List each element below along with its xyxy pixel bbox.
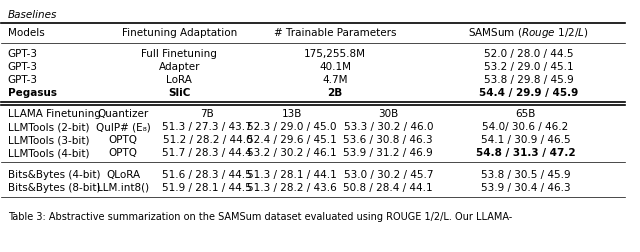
Text: 51.3 / 28.2 / 43.6: 51.3 / 28.2 / 43.6 [246, 183, 337, 193]
Text: 175,255.8M: 175,255.8M [304, 49, 366, 59]
Text: LLMTools (2-bit): LLMTools (2-bit) [8, 122, 89, 132]
Text: GPT-3: GPT-3 [8, 75, 38, 85]
Text: Finetuning Adaptation: Finetuning Adaptation [122, 28, 237, 38]
Text: 53.2 / 30.2 / 46.1: 53.2 / 30.2 / 46.1 [247, 148, 337, 158]
Text: Table 3: Abstractive summarization on the SAMSum dataset evaluated using ROUGE 1: Table 3: Abstractive summarization on th… [8, 212, 512, 222]
Text: 51.2 / 28.2 / 44.0: 51.2 / 28.2 / 44.0 [163, 135, 252, 145]
Text: 54.1 / 30.9 / 46.5: 54.1 / 30.9 / 46.5 [481, 135, 570, 145]
Text: 53.9 / 30.4 / 46.3: 53.9 / 30.4 / 46.3 [481, 183, 570, 193]
Text: 54.4 / 29.9 / 45.9: 54.4 / 29.9 / 45.9 [479, 88, 579, 98]
Text: 52.3 / 29.0 / 45.0: 52.3 / 29.0 / 45.0 [247, 122, 336, 132]
Text: OPTQ: OPTQ [109, 148, 138, 158]
Text: 4.7M: 4.7M [323, 75, 348, 85]
Text: 53.3 / 30.2 / 46.0: 53.3 / 30.2 / 46.0 [344, 122, 433, 132]
Text: 51.3 / 27.3 / 43.7: 51.3 / 27.3 / 43.7 [163, 122, 252, 132]
Text: 13B: 13B [282, 109, 301, 119]
Text: 65B: 65B [515, 109, 536, 119]
Text: 2B: 2B [328, 88, 343, 98]
Text: Models: Models [8, 28, 44, 38]
Text: Pegasus: Pegasus [8, 88, 56, 98]
Text: LLAMA Finetuning: LLAMA Finetuning [8, 109, 100, 119]
Text: Adapter: Adapter [159, 62, 200, 72]
Text: Baselines: Baselines [8, 10, 57, 20]
Text: 50.8 / 28.4 / 44.1: 50.8 / 28.4 / 44.1 [344, 183, 433, 193]
Text: 51.6 / 28.3 / 44.5: 51.6 / 28.3 / 44.5 [163, 170, 252, 180]
Text: LLMTools (3-bit): LLMTools (3-bit) [8, 135, 89, 145]
Text: 51.7 / 28.3 / 44.4: 51.7 / 28.3 / 44.4 [163, 148, 252, 158]
Text: LLMTools (4-bit): LLMTools (4-bit) [8, 148, 89, 158]
Text: 7B: 7B [200, 109, 214, 119]
Text: QuIP# (E₈): QuIP# (E₈) [96, 122, 150, 132]
Text: 54.0/ 30.6 / 46.2: 54.0/ 30.6 / 46.2 [483, 122, 569, 132]
Text: 53.8 / 29.8 / 45.9: 53.8 / 29.8 / 45.9 [484, 75, 573, 85]
Text: Bits&Bytes (8-bit): Bits&Bytes (8-bit) [8, 183, 100, 193]
Text: QLoRA: QLoRA [106, 170, 140, 180]
Text: GPT-3: GPT-3 [8, 62, 38, 72]
Text: Bits&Bytes (4-bit): Bits&Bytes (4-bit) [8, 170, 100, 180]
Text: OPTQ: OPTQ [109, 135, 138, 145]
Text: GPT-3: GPT-3 [8, 49, 38, 59]
Text: 53.6 / 30.8 / 46.3: 53.6 / 30.8 / 46.3 [344, 135, 433, 145]
Text: Full Finetuning: Full Finetuning [141, 49, 217, 59]
Text: # Trainable Parameters: # Trainable Parameters [274, 28, 397, 38]
Text: 53.2 / 29.0 / 45.1: 53.2 / 29.0 / 45.1 [484, 62, 573, 72]
Text: 52.0 / 28.0 / 44.5: 52.0 / 28.0 / 44.5 [484, 49, 573, 59]
Text: Quantizer: Quantizer [97, 109, 148, 119]
Text: 40.1M: 40.1M [319, 62, 351, 72]
Text: 53.9 / 31.2 / 46.9: 53.9 / 31.2 / 46.9 [344, 148, 433, 158]
Text: 52.4 / 29.6 / 45.1: 52.4 / 29.6 / 45.1 [246, 135, 337, 145]
Text: 51.3 / 28.1 / 44.1: 51.3 / 28.1 / 44.1 [246, 170, 337, 180]
Text: LLM.int8(): LLM.int8() [97, 183, 149, 193]
Text: 54.8 / 31.3 / 47.2: 54.8 / 31.3 / 47.2 [476, 148, 575, 158]
Text: 51.9 / 28.1 / 44.5: 51.9 / 28.1 / 44.5 [163, 183, 252, 193]
Text: SAMSum ($\it{Rouge\ 1/2/L}$): SAMSum ($\it{Rouge\ 1/2/L}$) [468, 26, 589, 40]
Text: 53.0 / 30.2 / 45.7: 53.0 / 30.2 / 45.7 [344, 170, 433, 180]
Text: SliC: SliC [168, 88, 191, 98]
Text: 53.8 / 30.5 / 45.9: 53.8 / 30.5 / 45.9 [481, 170, 570, 180]
Text: LoRA: LoRA [166, 75, 192, 85]
Text: 30B: 30B [378, 109, 399, 119]
